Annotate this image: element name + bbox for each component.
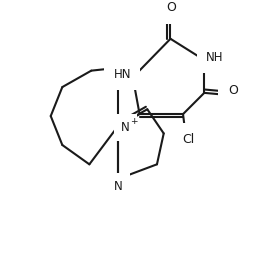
Text: N: N [114,180,122,193]
Text: O: O [166,1,176,14]
Text: +: + [129,117,137,126]
Text: N: N [121,121,130,134]
Text: O: O [227,85,237,97]
Text: NH: NH [205,51,223,64]
Text: Cl: Cl [182,133,194,146]
Text: HN: HN [113,68,130,81]
